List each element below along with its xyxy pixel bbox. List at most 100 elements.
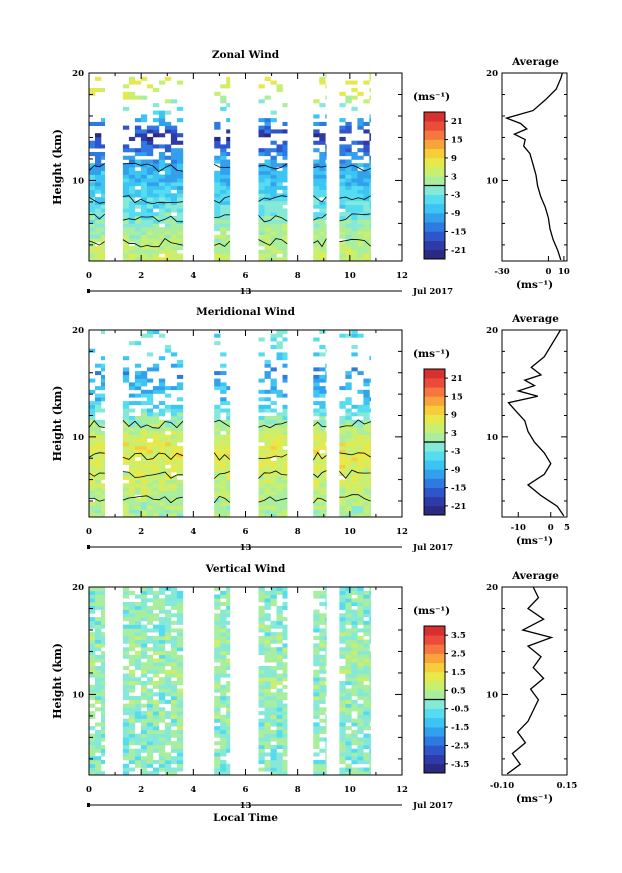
heatmap-cell: [369, 445, 371, 450]
heatmap-cell: [357, 677, 364, 682]
heatmap-cell: [325, 257, 327, 262]
heatmap-cell: [134, 234, 142, 239]
heatmap-cell: [134, 502, 142, 506]
heatmap-cell: [325, 234, 327, 239]
colorbar-step: [424, 249, 445, 260]
heatmap-cell: [276, 249, 283, 254]
heatmap-cell: [313, 129, 320, 134]
heatmap-cell: [128, 174, 136, 179]
contour-line: [258, 163, 288, 170]
heatmap-cell: [176, 632, 184, 637]
heatmap-cell: [214, 767, 221, 772]
heatmap-cell: [264, 125, 271, 130]
heatmap-cell: [89, 219, 96, 224]
heatmap-cell: [339, 513, 346, 518]
heatmap-cell: [158, 423, 166, 428]
heatmap-cell: [158, 718, 166, 723]
heatmap-cell: [226, 140, 231, 145]
heatmap-cell: [345, 666, 352, 671]
colorbar-tick-label: -3: [451, 191, 461, 201]
heatmap-cell: [140, 737, 148, 742]
average-profile-line: [504, 72, 564, 261]
heatmap-cell: [101, 737, 105, 742]
heatmap-cell: [158, 382, 166, 387]
heatmap-cell: [369, 741, 371, 746]
heatmap-cell: [313, 337, 320, 342]
heatmap-cell: [325, 374, 327, 379]
heatmap-cell: [158, 598, 166, 603]
heatmap-cell: [134, 438, 142, 443]
heatmap-cell: [351, 345, 358, 349]
heatmap-cell: [128, 382, 136, 387]
heatmap-cell: [363, 741, 370, 746]
heatmap-cell: [89, 598, 96, 603]
heatmap-cell: [226, 718, 231, 723]
contour-line: [122, 452, 184, 461]
heatmap-cell: [140, 756, 148, 761]
heatmap-cell: [369, 666, 371, 671]
heatmap-cell: [351, 756, 358, 761]
heatmap-cell: [128, 590, 136, 595]
heatmap-cell: [276, 129, 283, 134]
heatmap-cell: [158, 669, 166, 674]
contour-line: [313, 238, 327, 248]
heatmap-cell: [220, 434, 227, 439]
heatmap-cell: [351, 752, 358, 757]
heatmap-cell: [276, 737, 283, 742]
heatmap-cell: [369, 632, 371, 637]
heatmap-cell: [226, 666, 231, 671]
heatmap-cell: [319, 445, 326, 450]
heatmap-cell: [264, 767, 271, 772]
heatmap-cell: [89, 223, 96, 228]
heatmap-cell: [270, 692, 277, 697]
heatmap-cell: [369, 744, 371, 749]
heatmap-cell: [351, 174, 358, 179]
heatmap-cell: [351, 632, 358, 637]
heatmap-cell: [164, 699, 172, 704]
heatmap-cell: [313, 729, 320, 734]
heatmap-cell: [158, 333, 166, 338]
heatmap-cell: [339, 167, 346, 172]
heatmap-cell: [101, 152, 105, 157]
contour-line: [88, 240, 105, 246]
heatmap-cell: [101, 382, 105, 387]
heatmap-cell: [134, 178, 142, 183]
heatmap-cell: [176, 643, 184, 648]
heatmap-cell: [325, 200, 327, 205]
heatmap-cell: [89, 170, 96, 175]
colorbar-step: [424, 635, 445, 645]
heatmap-cell: [264, 423, 271, 428]
contour-line: [88, 472, 105, 477]
heatmap-cell: [276, 163, 283, 168]
heatmap-cell: [363, 639, 370, 644]
heatmap-cell: [146, 223, 154, 228]
heatmap-cell: [369, 760, 371, 765]
heatmap-cell: [89, 427, 96, 432]
heatmap-cell: [134, 460, 142, 465]
heatmap-cell: [282, 230, 288, 235]
heatmap-cell: [345, 707, 352, 712]
heatmap-cell: [101, 144, 105, 149]
heatmap-cell: [214, 643, 221, 648]
heatmap-cell: [95, 453, 102, 458]
heatmap-cell: [313, 249, 320, 254]
heatmap-cell: [339, 204, 346, 209]
heatmap-cell: [313, 378, 320, 383]
heatmap-cell: [89, 513, 96, 518]
heatmap-cell: [220, 257, 227, 262]
heatmap-cell: [176, 479, 184, 484]
heatmap-cell: [226, 696, 231, 701]
heatmap-cell: [220, 215, 227, 220]
heatmap-cell: [170, 155, 178, 160]
heatmap-cell: [140, 681, 148, 686]
heatmap-cell: [351, 487, 358, 492]
heatmap-cell: [345, 460, 352, 465]
heatmap-cell: [264, 174, 271, 179]
heatmap-cell: [140, 590, 148, 595]
heatmap-cell: [164, 163, 172, 168]
heatmap-cell: [170, 193, 178, 198]
heatmap-cell: [134, 212, 142, 217]
heatmap-cell: [164, 483, 172, 488]
heatmap-cell: [264, 643, 271, 648]
heatmap-cell: [363, 238, 370, 243]
